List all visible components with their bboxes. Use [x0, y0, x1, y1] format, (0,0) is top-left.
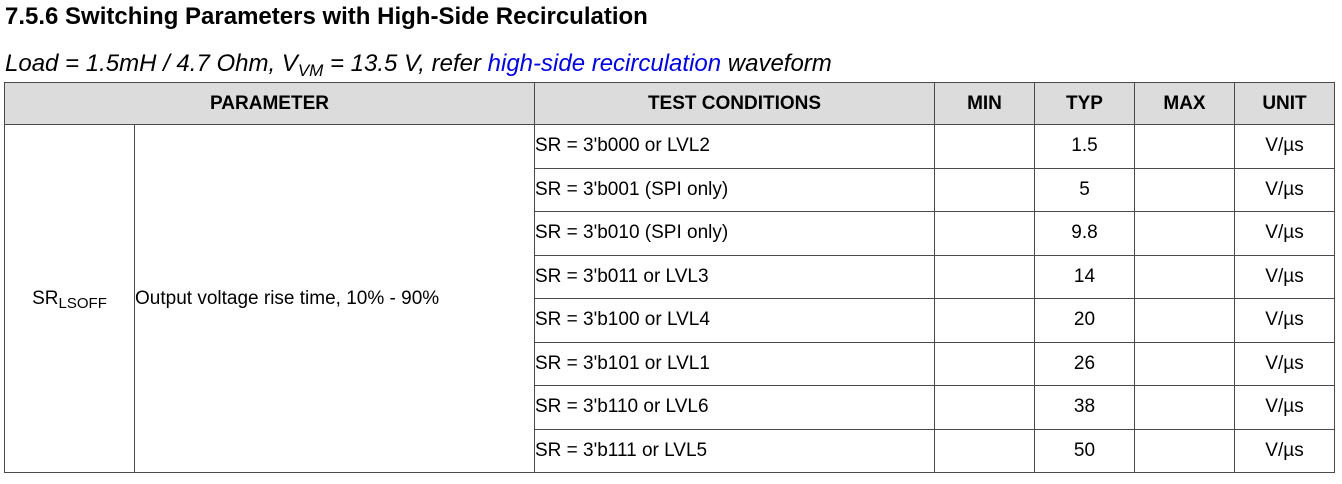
max-value — [1134, 341, 1235, 386]
typ-value: 26 — [1034, 341, 1135, 386]
subtitle-prefix: Load = 1.5mH / 4.7 Ohm, V — [5, 50, 298, 77]
parameter-description: Output voltage rise time, 10% - 90% — [134, 124, 535, 473]
typ-value: 38 — [1034, 385, 1135, 430]
unit-value: V/µs — [1234, 254, 1335, 299]
typ-value: 5 — [1034, 167, 1135, 212]
min-value — [934, 211, 1035, 256]
symbol-subscript: LSOFF — [58, 294, 107, 312]
switching-parameters-table: PARAMETER TEST CONDITIONS MIN TYP MAX UN… — [4, 82, 1335, 473]
header-parameter: PARAMETER — [4, 82, 535, 125]
symbol-main: SR — [32, 287, 59, 309]
test-condition: SR = 3'b001 (SPI only) — [534, 167, 935, 212]
min-value — [934, 341, 1035, 386]
max-value — [1134, 385, 1235, 430]
table-row: SR = 3'b111 or LVL5 50 V/µs — [5, 428, 1335, 473]
subtitle-subscript: VM — [297, 61, 324, 80]
min-value — [934, 298, 1035, 343]
typ-value: 1.5 — [1034, 124, 1135, 169]
max-value — [1134, 167, 1235, 212]
header-test-conditions: TEST CONDITIONS — [534, 82, 935, 125]
header-min: MIN — [934, 82, 1035, 125]
subtitle: Load = 1.5mH / 4.7 Ohm, VVM = 13.5 V, re… — [5, 49, 832, 79]
table-row: SR = 3'b011 or LVL3 14 V/µs — [5, 254, 1335, 299]
max-value — [1134, 428, 1235, 473]
typ-value: 50 — [1034, 428, 1135, 473]
parameter-symbol: SRLSOFF — [4, 124, 135, 473]
header-row: PARAMETER TEST CONDITIONS MIN TYP MAX UN… — [4, 82, 1335, 125]
test-condition: SR = 3'b010 (SPI only) — [534, 211, 935, 256]
header-typ: TYP — [1034, 82, 1135, 125]
test-condition: SR = 3'b000 or LVL2 — [534, 124, 935, 169]
max-value — [1134, 254, 1235, 299]
section-title: 7.5.6 Switching Parameters with High-Sid… — [5, 3, 648, 30]
min-value — [934, 254, 1035, 299]
test-condition: SR = 3'b111 or LVL5 — [534, 428, 935, 473]
unit-value: V/µs — [1234, 341, 1335, 386]
typ-value: 9.8 — [1034, 211, 1135, 256]
max-value — [1134, 124, 1235, 169]
typ-value: 20 — [1034, 298, 1135, 343]
unit-value: V/µs — [1234, 298, 1335, 343]
test-condition: SR = 3'b110 or LVL6 — [534, 385, 935, 430]
test-condition: SR = 3'b101 or LVL1 — [534, 341, 935, 386]
subtitle-middle: = 13.5 V, refer — [323, 50, 488, 77]
table-row: SR = 3'b101 or LVL1 26 V/µs — [5, 341, 1335, 386]
unit-value: V/µs — [1234, 385, 1335, 430]
min-value — [934, 385, 1035, 430]
high-side-recirculation-link[interactable]: high-side recirculation — [487, 50, 722, 77]
table-row: SR = 3'b010 (SPI only) 9.8 V/µs — [5, 211, 1335, 256]
table-row: SR = 3'b110 or LVL6 38 V/µs — [5, 385, 1335, 430]
unit-value: V/µs — [1234, 211, 1335, 256]
table-row: SR = 3'b001 (SPI only) 5 V/µs — [5, 167, 1335, 212]
table-row: SR = 3'b100 or LVL4 20 V/µs — [5, 298, 1335, 343]
min-value — [934, 167, 1035, 212]
unit-value: V/µs — [1234, 124, 1335, 169]
test-condition: SR = 3'b100 or LVL4 — [534, 298, 935, 343]
unit-value: V/µs — [1234, 167, 1335, 212]
min-value — [934, 428, 1035, 473]
max-value — [1134, 298, 1235, 343]
header-max: MAX — [1134, 82, 1235, 125]
min-value — [934, 124, 1035, 169]
max-value — [1134, 211, 1235, 256]
subtitle-suffix: waveform — [721, 50, 832, 77]
table-row: SRLSOFF Output voltage rise time, 10% - … — [4, 124, 1335, 473]
test-condition: SR = 3'b011 or LVL3 — [534, 254, 935, 299]
unit-value: V/µs — [1234, 428, 1335, 473]
typ-value: 14 — [1034, 254, 1135, 299]
header-unit: UNIT — [1234, 82, 1335, 125]
